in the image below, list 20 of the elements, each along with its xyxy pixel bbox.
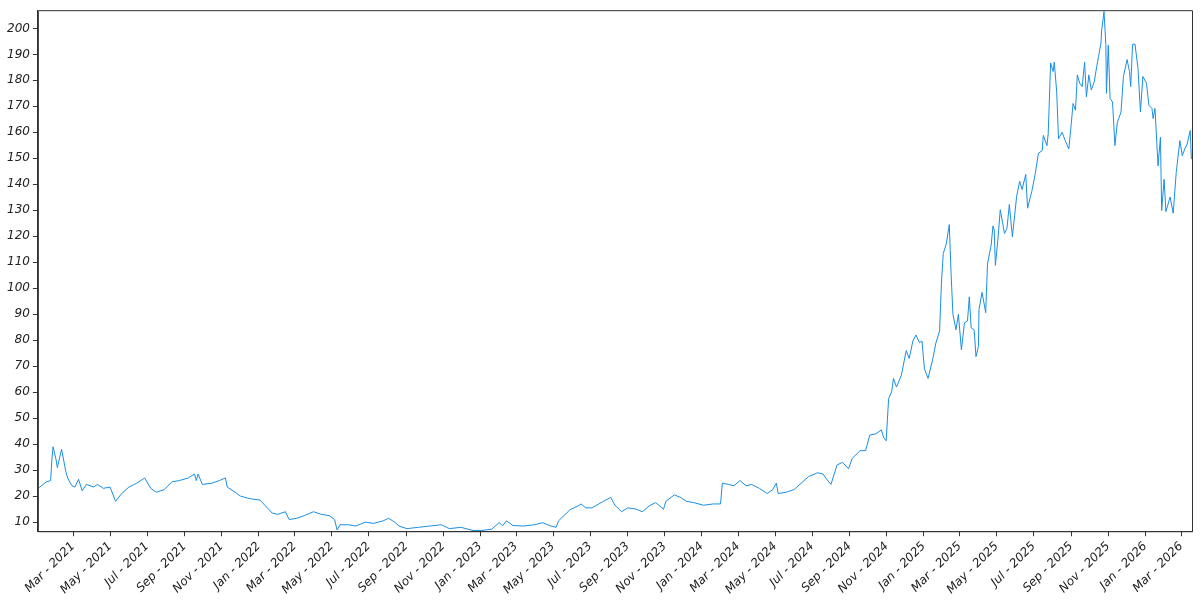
y-tick-label: 190 <box>7 46 31 61</box>
y-tick-label: 200 <box>7 20 31 35</box>
y-tick-label: 100 <box>7 280 31 295</box>
y-tick-label: 30 <box>14 462 31 477</box>
y-tick-label: 110 <box>7 254 31 269</box>
y-tick-label: 10 <box>14 514 31 529</box>
y-tick-label: 170 <box>7 98 31 113</box>
y-tick-label: 70 <box>14 358 31 373</box>
y-tick-label: 140 <box>7 176 31 191</box>
y-tick-label: 50 <box>14 410 31 425</box>
y-tick-label: 60 <box>14 384 31 399</box>
y-tick-label: 20 <box>14 488 31 503</box>
y-tick-label: 150 <box>7 150 31 165</box>
y-tick-label: 80 <box>14 332 31 347</box>
y-tick-label: 90 <box>14 306 31 321</box>
y-tick-label: 130 <box>7 202 31 217</box>
y-tick-label: 120 <box>7 228 31 243</box>
y-tick-label: 160 <box>7 124 31 139</box>
y-tick-label: 40 <box>14 436 31 451</box>
y-tick-label: 180 <box>7 72 31 87</box>
